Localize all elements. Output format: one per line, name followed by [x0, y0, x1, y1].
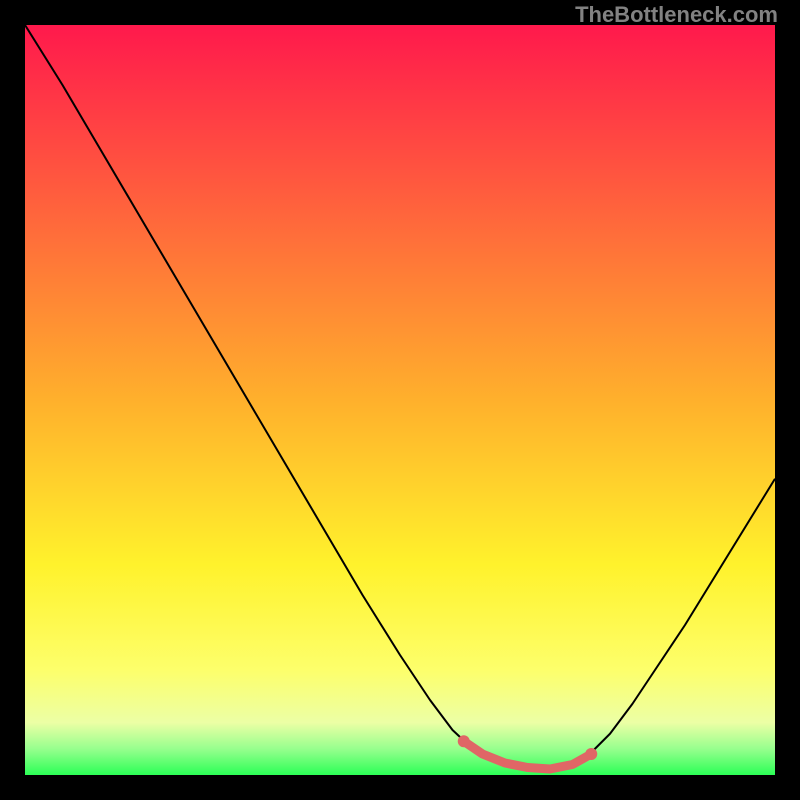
plot-area: [25, 25, 775, 775]
plot-background: [25, 25, 775, 775]
highlight-cap-start: [458, 735, 470, 747]
watermark-text: TheBottleneck.com: [575, 2, 778, 28]
highlight-cap-end: [585, 748, 597, 760]
plot-svg: [25, 25, 775, 775]
chart-container: TheBottleneck.com: [0, 0, 800, 800]
